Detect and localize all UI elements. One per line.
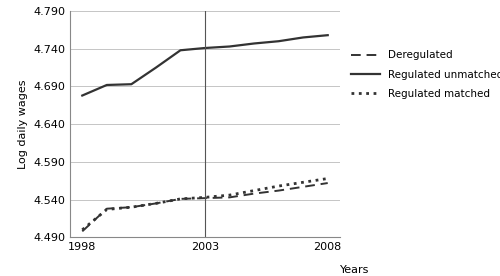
Text: Years: Years [340, 264, 370, 275]
Regulated matched [226, 193, 232, 197]
Legend: Deregulated, Regulated unmatched, Regulated matched: Deregulated, Regulated unmatched, Regula… [350, 50, 500, 99]
Regulated matched [300, 181, 306, 184]
Deregulated [128, 206, 134, 209]
Deregulated [104, 207, 110, 210]
Regulated matched [251, 189, 257, 192]
Line: Deregulated: Deregulated [82, 183, 328, 231]
Deregulated [251, 192, 257, 195]
Regulated unmatched [153, 66, 159, 69]
Deregulated [153, 202, 159, 205]
Line: Regulated unmatched: Regulated unmatched [82, 35, 328, 95]
Line: Regulated matched: Regulated matched [82, 179, 328, 230]
Deregulated [324, 181, 330, 185]
Regulated matched [324, 177, 330, 180]
Regulated unmatched [226, 45, 232, 48]
Regulated unmatched [80, 94, 86, 97]
Regulated unmatched [178, 49, 184, 52]
Deregulated [276, 189, 281, 192]
Deregulated [202, 197, 208, 200]
Y-axis label: Log daily wages: Log daily wages [18, 79, 28, 169]
Regulated unmatched [104, 83, 110, 87]
Regulated matched [128, 206, 134, 209]
Regulated unmatched [128, 83, 134, 86]
Regulated matched [104, 208, 110, 211]
Regulated matched [178, 197, 184, 201]
Deregulated [226, 196, 232, 199]
Regulated unmatched [324, 33, 330, 37]
Regulated unmatched [251, 42, 257, 45]
Regulated matched [80, 228, 86, 232]
Regulated matched [202, 196, 208, 199]
Regulated unmatched [300, 36, 306, 39]
Regulated unmatched [276, 39, 281, 43]
Regulated matched [276, 184, 281, 188]
Deregulated [178, 197, 184, 201]
Regulated unmatched [202, 46, 208, 50]
Deregulated [300, 185, 306, 189]
Deregulated [80, 230, 86, 233]
Regulated matched [153, 202, 159, 205]
